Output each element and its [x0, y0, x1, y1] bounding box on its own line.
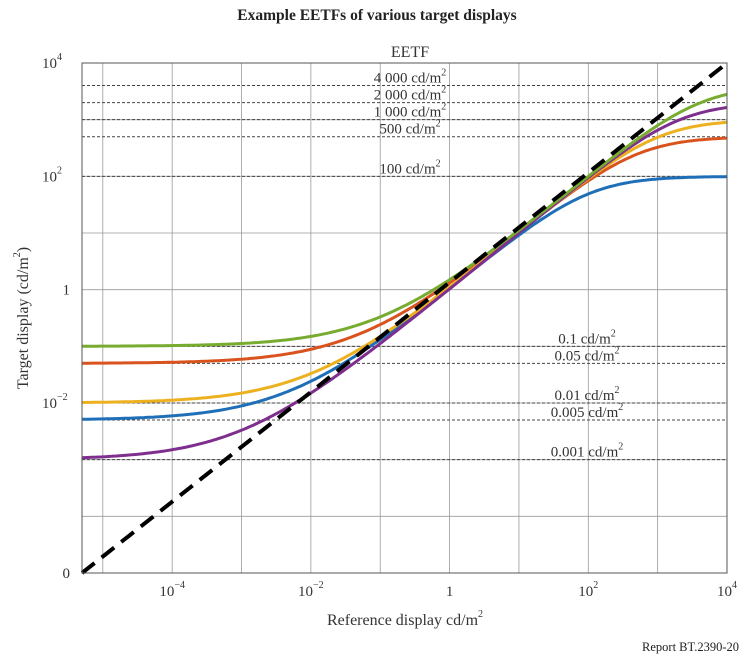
reference-line-label-text: 0.05 cd/m	[555, 348, 615, 364]
reference-line-label-sup: 2	[441, 102, 446, 113]
x-tick-label: 1	[446, 584, 454, 600]
reference-line-label: 100 cd/m2	[379, 158, 440, 177]
y-tick-exponent: 2	[57, 165, 62, 176]
y-tick-label: 10−2	[42, 392, 68, 412]
plot-frame	[81, 62, 728, 574]
y-tick-base: 10	[42, 169, 57, 185]
reference-line-label-text: 0.01 cd/m	[555, 388, 615, 404]
identity-line	[80, 61, 729, 575]
chart-subtitle: EETF	[391, 44, 429, 61]
y-tick-label: 1	[63, 283, 71, 299]
reference-line-label: 1 000 cd/m2	[374, 102, 447, 121]
y-tick-exponent: −2	[57, 392, 68, 403]
reference-line-label: 0.05 cd/m2	[555, 345, 620, 364]
y-axis-label-main: Target display (cd/m	[15, 257, 32, 389]
x-tick-exponent: 2	[593, 580, 598, 591]
y-axis-label-sup: 2	[12, 252, 23, 257]
x-tick-exponent: −2	[313, 580, 324, 591]
reference-line-label-text: 1 000 cd/m	[374, 105, 442, 121]
x-tick-label: 10−2	[298, 580, 324, 600]
y-tick-base: 0	[63, 566, 71, 582]
x-tick-base: 10	[298, 584, 313, 600]
reference-line-label-sup: 2	[618, 442, 623, 453]
reference-line-label-sup: 2	[615, 385, 620, 396]
y-axis-label: Target display (cd/m2)	[12, 247, 32, 389]
reference-line-label-sup: 2	[615, 345, 620, 356]
x-axis-label-sup: 2	[478, 609, 483, 620]
reference-line-label-sup: 2	[436, 119, 441, 130]
x-tick-base: 1	[446, 584, 454, 600]
reference-line-label: 2 000 cd/m2	[374, 85, 447, 104]
reference-line-label-text: 0.001 cd/m	[551, 445, 619, 461]
reference-line-label-sup: 2	[618, 402, 623, 413]
chart-title: Example EETFs of various target displays	[237, 7, 517, 24]
report-reference: Report BT.2390-20	[642, 640, 739, 654]
y-tick-label: 102	[42, 165, 62, 185]
reference-line-label-sup: 2	[441, 68, 446, 79]
reference-line-label-text: 2 000 cd/m	[374, 88, 442, 104]
reference-line-label: 0.005 cd/m2	[551, 402, 624, 421]
series-curve	[81, 106, 728, 460]
x-axis-label: Reference display cd/m2	[327, 609, 483, 629]
series-layer	[80, 61, 729, 575]
series-curve	[82, 136, 728, 365]
y-tick-base: 10	[42, 396, 57, 412]
reference-line-label-text: 0.005 cd/m	[551, 405, 619, 421]
reference-line-label-text: 100 cd/m	[379, 161, 436, 177]
x-tick-label: 104	[717, 580, 737, 600]
x-tick-base: 10	[159, 584, 174, 600]
reference-line-label: 0.01 cd/m2	[555, 385, 620, 404]
y-axis-label-end: )	[15, 247, 32, 252]
y-tick-base: 1	[63, 283, 71, 299]
x-tick-base: 10	[578, 584, 593, 600]
x-tick-label: 102	[578, 580, 598, 600]
reference-line-label-text: 0.1 cd/m	[558, 331, 611, 347]
reference-line-label: 500 cd/m2	[379, 119, 440, 138]
reference-line-label-text: 4 000 cd/m	[374, 71, 442, 87]
x-tick-exponent: −4	[174, 580, 185, 591]
x-tick-label: 10−4	[159, 580, 185, 600]
y-tick-label: 104	[42, 52, 62, 72]
reference-line-label: 0.001 cd/m2	[551, 442, 624, 461]
y-tick-label: 0	[63, 566, 71, 582]
reference-line-label: 4 000 cd/m2	[374, 68, 447, 87]
x-tick-base: 10	[717, 584, 732, 600]
reference-line-label-text: 500 cd/m	[379, 122, 436, 138]
reference-line-label-sup: 2	[441, 85, 446, 96]
x-tick-exponent: 4	[732, 580, 737, 591]
series-curve	[82, 175, 728, 421]
y-tick-base: 10	[42, 56, 57, 72]
reference-line-label-sup: 2	[436, 158, 441, 169]
x-axis-label-main: Reference display cd/m	[327, 612, 479, 629]
series-curve	[82, 92, 728, 348]
y-tick-exponent: 4	[57, 52, 62, 63]
reference-line-label: 0.1 cd/m2	[558, 328, 616, 347]
reference-line-label-sup: 2	[611, 328, 616, 339]
